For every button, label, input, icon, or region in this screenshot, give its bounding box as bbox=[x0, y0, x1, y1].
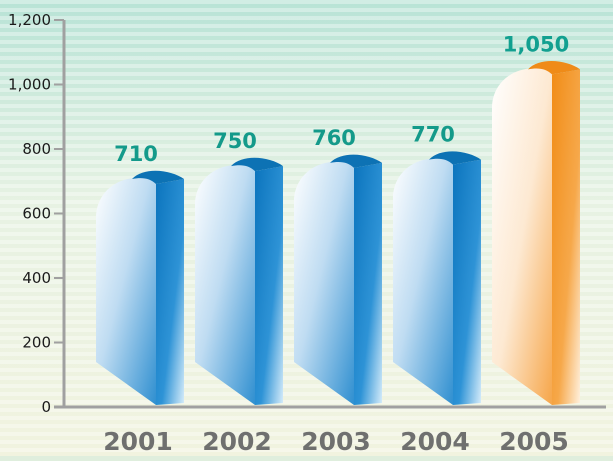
bar-top-cap bbox=[132, 170, 184, 185]
x-category-label: 2001 bbox=[103, 427, 173, 456]
x-category-label: 2002 bbox=[202, 427, 272, 456]
y-axis: 0 200 400 600 800 1,000 1,200 bbox=[8, 11, 606, 416]
y-tick-label: 0 bbox=[41, 398, 51, 416]
y-tick-label: 200 bbox=[22, 334, 51, 352]
x-axis-labels: 2001 2002 2003 2004 2005 bbox=[103, 427, 569, 456]
bar-value-label: 770 bbox=[411, 123, 455, 147]
bar-top-cap bbox=[231, 157, 283, 172]
bar-front-face bbox=[195, 164, 255, 405]
bar bbox=[96, 170, 184, 405]
bar-value-label: 1,050 bbox=[503, 32, 569, 56]
x-category-label: 2005 bbox=[499, 427, 569, 456]
y-tick-label: 600 bbox=[22, 205, 51, 223]
bar bbox=[195, 157, 283, 405]
bar-side-face bbox=[156, 179, 184, 405]
bar bbox=[492, 61, 580, 405]
bar-side-face bbox=[255, 166, 283, 405]
x-category-label: 2003 bbox=[301, 427, 371, 456]
bar-side-face bbox=[453, 159, 481, 405]
bar bbox=[393, 151, 481, 405]
y-tick-label: 800 bbox=[22, 140, 51, 158]
bar-side-face bbox=[354, 162, 382, 405]
bar-front-face bbox=[393, 158, 453, 405]
value-labels: 710 750 760 770 1,050 bbox=[114, 32, 569, 166]
bar-top-cap bbox=[330, 154, 382, 168]
x-category-label: 2004 bbox=[400, 427, 470, 456]
bar-top-cap bbox=[528, 61, 580, 75]
y-tick-label: 400 bbox=[22, 269, 51, 287]
bar-value-label: 760 bbox=[312, 126, 356, 150]
y-tick-label: 1,200 bbox=[8, 11, 51, 29]
bar-front-face bbox=[492, 68, 552, 405]
y-tick-label: 1,000 bbox=[8, 76, 51, 94]
bar-top-cap bbox=[429, 151, 481, 165]
bar-front-face bbox=[294, 161, 354, 405]
bar-value-label: 750 bbox=[213, 129, 257, 153]
bar-front-face bbox=[96, 177, 156, 405]
bar bbox=[294, 154, 382, 405]
bar-value-label: 710 bbox=[114, 142, 158, 166]
bar-side-face bbox=[552, 69, 580, 405]
bars bbox=[96, 61, 580, 405]
